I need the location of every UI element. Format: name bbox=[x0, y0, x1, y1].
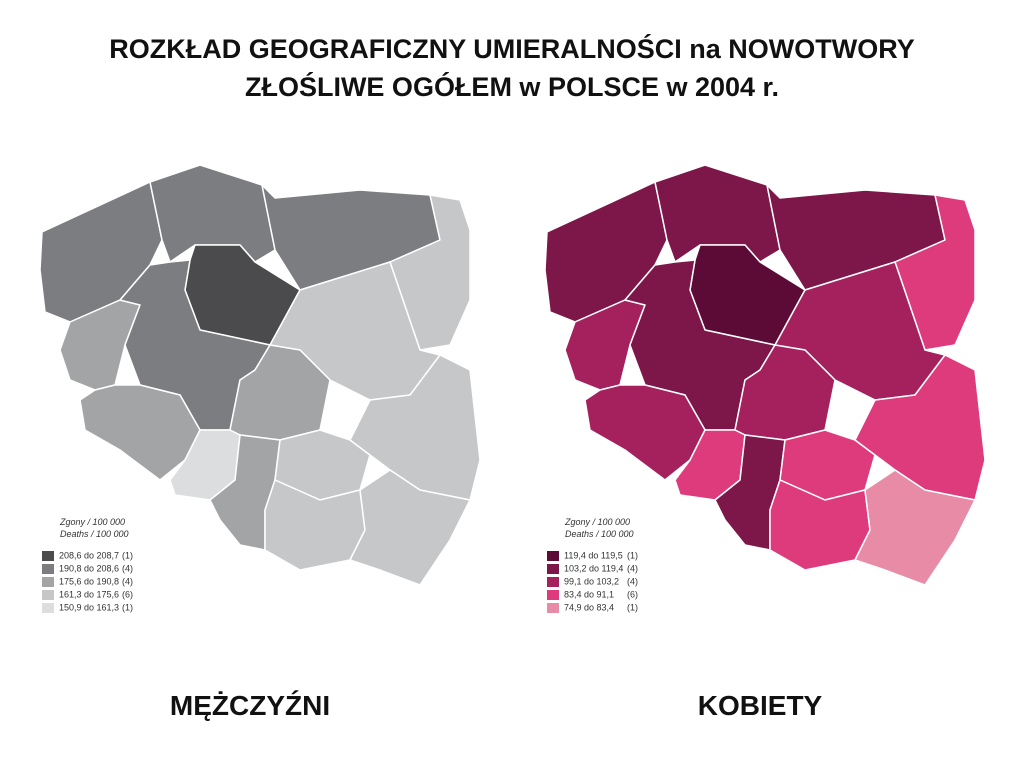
legend-count: (1) bbox=[122, 602, 133, 612]
title: ZŁOŚLIWE OGÓŁEM w POLSCE w 2004 r. bbox=[245, 71, 779, 102]
legend-range: 74,9 do 83,4 bbox=[564, 602, 614, 612]
legend-swatch bbox=[547, 577, 559, 587]
legend-count: (1) bbox=[627, 602, 638, 612]
legend-range: 208,6 do 208,7 bbox=[59, 550, 119, 560]
legend-range: 150,9 do 161,3 bbox=[59, 602, 119, 612]
legend-swatch bbox=[42, 603, 54, 613]
legend-swatch bbox=[42, 551, 54, 561]
legend-range: 83,4 do 91,1 bbox=[564, 589, 614, 599]
legend-swatch bbox=[42, 577, 54, 587]
region bbox=[389, 194, 471, 351]
legend-count: (1) bbox=[122, 550, 133, 560]
legend-title: Zgony / 100 000 bbox=[59, 517, 125, 527]
map: Zgony / 100 000 Deaths / 100 000 208,6 do … bbox=[39, 164, 481, 613]
legend-swatch bbox=[42, 564, 54, 574]
legend-swatch bbox=[547, 590, 559, 600]
legend-swatch bbox=[547, 603, 559, 613]
legend-range: 103,2 do 119,4 bbox=[564, 563, 623, 573]
map-label: MĘŻCZYŹNI bbox=[170, 690, 330, 721]
legend-swatch bbox=[42, 590, 54, 600]
legend-subtitle: Deaths / 100 000 bbox=[565, 529, 634, 539]
legend-count: (4) bbox=[627, 563, 638, 573]
legend-range: 99,1 do 103,2 bbox=[564, 576, 619, 586]
legend-count: (4) bbox=[122, 576, 133, 586]
legend-count: (4) bbox=[627, 576, 638, 586]
map-label: KOBIETY bbox=[698, 690, 823, 721]
map: Zgony / 100 000 Deaths / 100 000 119,4 do … bbox=[544, 164, 986, 613]
legend-range: 119,4 do 119,5 bbox=[564, 550, 623, 560]
legend-range: 161,3 do 175,6 bbox=[59, 589, 119, 599]
region bbox=[894, 194, 976, 351]
region bbox=[854, 469, 976, 586]
legend-range: 175,6 do 190,8 bbox=[59, 576, 119, 586]
legend-range: 190,8 do 208,6 bbox=[59, 563, 119, 573]
title: ROZKŁAD GEOGRAFICZNY UMIERALNOŚCI na NOW… bbox=[109, 33, 914, 64]
maps: Zgony / 100 000 Deaths / 100 000 208,6 do … bbox=[39, 164, 986, 721]
legend-swatch bbox=[547, 564, 559, 574]
legend-count: (6) bbox=[122, 589, 133, 599]
region bbox=[349, 469, 471, 586]
legend-count: (4) bbox=[122, 563, 133, 573]
legend-count: (1) bbox=[627, 550, 638, 560]
legend-subtitle: Deaths / 100 000 bbox=[60, 529, 129, 539]
legend-count: (6) bbox=[627, 589, 638, 599]
legend-swatch bbox=[547, 551, 559, 561]
legend-title: Zgony / 100 000 bbox=[564, 517, 630, 527]
